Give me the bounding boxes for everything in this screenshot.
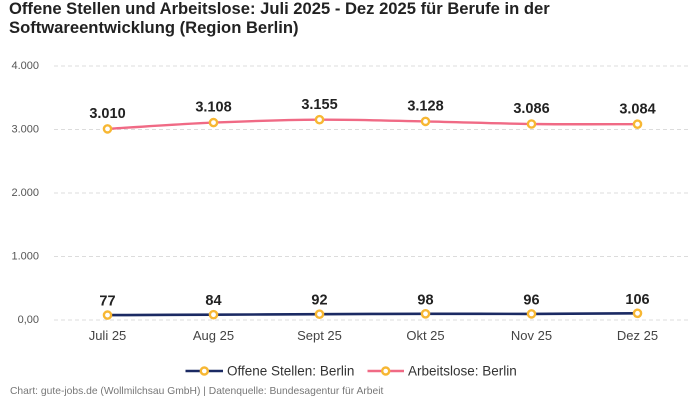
svg-text:Sept 25: Sept 25 — [297, 328, 342, 343]
svg-text:3.128: 3.128 — [407, 99, 443, 115]
svg-text:Juli 25: Juli 25 — [89, 328, 127, 343]
svg-text:0,00: 0,00 — [18, 314, 39, 326]
svg-text:Arbeitslose: Berlin: Arbeitslose: Berlin — [408, 364, 517, 379]
svg-text:Aug 25: Aug 25 — [193, 328, 234, 343]
svg-text:3.084: 3.084 — [619, 101, 655, 117]
svg-text:Offene Stellen: Berlin: Offene Stellen: Berlin — [227, 364, 354, 379]
svg-text:92: 92 — [311, 293, 327, 309]
svg-text:Okt 25: Okt 25 — [406, 328, 444, 343]
svg-text:3.086: 3.086 — [513, 101, 549, 117]
svg-text:84: 84 — [205, 293, 221, 309]
svg-text:3.155: 3.155 — [301, 97, 337, 113]
svg-text:1.000: 1.000 — [11, 251, 39, 263]
svg-text:77: 77 — [99, 294, 115, 310]
svg-text:2.000: 2.000 — [11, 187, 39, 199]
svg-text:Nov 25: Nov 25 — [511, 328, 552, 343]
svg-text:Dez 25: Dez 25 — [617, 328, 658, 343]
svg-text:3.010: 3.010 — [89, 106, 125, 122]
svg-text:106: 106 — [625, 292, 649, 308]
svg-text:3.108: 3.108 — [195, 100, 231, 116]
svg-text:3.000: 3.000 — [11, 124, 39, 136]
svg-text:4.000: 4.000 — [11, 60, 39, 72]
svg-text:96: 96 — [523, 292, 539, 308]
svg-text:98: 98 — [417, 292, 433, 308]
